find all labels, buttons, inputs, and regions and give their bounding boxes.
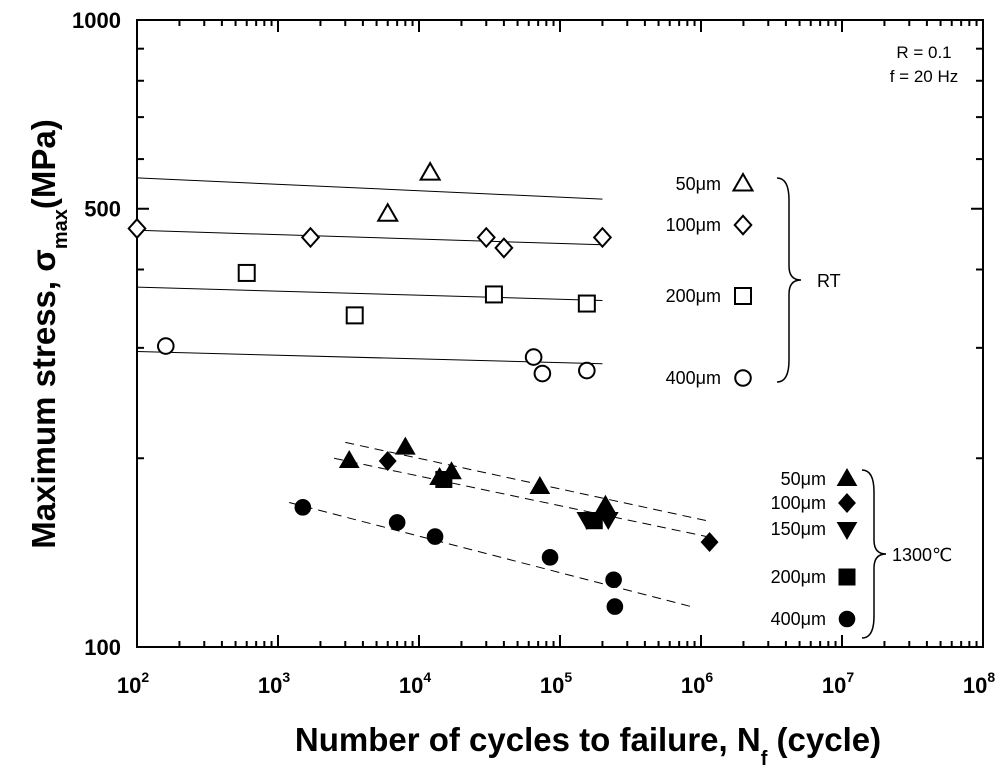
tick-labels: 102 103 104 105 106 107 108 100 500 1000 — [72, 8, 995, 698]
data-point-1300-150-m-triangle-down — [597, 512, 619, 531]
fit-line-rt-200-m-square — [136, 286, 603, 301]
y-tick-label: 1000 — [72, 8, 121, 33]
x-tick-label: 104 — [399, 669, 431, 698]
y-axis-title: Maximum stress, σmax(MPa) — [25, 119, 72, 548]
data-markers — [127, 161, 719, 615]
data-point-rt-50-m-triangle — [376, 202, 399, 222]
y-axis-title-main: Maximum stress, σ — [25, 249, 62, 549]
data-point-1300-400-m-circle — [541, 549, 559, 566]
y-tick-label: 500 — [84, 197, 121, 222]
legend-marker — [734, 287, 752, 305]
data-point-rt-200-m-square — [484, 285, 503, 304]
data-point-1300-100-m-diamond — [700, 532, 719, 553]
data-point-rt-400-m-circle — [156, 337, 175, 355]
legend-label: 100μm — [771, 493, 826, 513]
fit-line-1300-400-m-circle — [289, 502, 692, 608]
legend-marker — [838, 493, 856, 513]
data-point-rt-100-m-diamond — [300, 226, 321, 249]
data-point-rt-400-m-circle — [578, 361, 596, 380]
group-label-1300c: 1300℃ — [892, 545, 952, 565]
data-point-1300-50-m-triangle — [338, 449, 360, 468]
y-tick-label: 100 — [84, 635, 121, 660]
fit-line-rt-400-m-circle — [136, 351, 603, 365]
legend-marker — [838, 610, 856, 628]
legend-marker — [734, 369, 752, 387]
data-point-rt-400-m-circle — [533, 364, 552, 383]
axis-ticks — [136, 19, 984, 648]
data-point-rt-100-m-diamond — [494, 237, 514, 259]
data-point-rt-100-m-diamond — [592, 226, 613, 249]
legend-marker — [731, 171, 755, 192]
fit-lines — [136, 177, 707, 608]
data-point-rt-100-m-diamond — [127, 217, 147, 240]
x-axis-title-main: Number of cycles to failure, N — [295, 721, 761, 758]
data-point-rt-100-m-diamond — [476, 226, 496, 249]
legend-label: 150μm — [771, 519, 826, 539]
legend-label: 50μm — [781, 469, 826, 489]
fit-line-1300-50-m-triangle — [345, 441, 707, 522]
group-brace — [861, 469, 887, 639]
x-axis-title-tail: (cycle) — [767, 721, 881, 758]
data-point-1300-50-m-triangle — [394, 436, 416, 455]
data-point-1300-200-m-square — [435, 470, 453, 488]
annotation-frequency: f = 20 Hz — [890, 67, 959, 86]
legend-marker — [836, 522, 858, 541]
plot-frame — [136, 19, 984, 648]
legend: 50μm 100μm 200μm 400μm 50μm 100μm 150μm 200μm 40… — [666, 171, 858, 629]
legend-label: 400μm — [666, 368, 721, 388]
data-point-rt-200-m-square — [237, 263, 256, 282]
x-tick-label: 107 — [822, 669, 854, 698]
x-tick-label: 102 — [117, 669, 149, 698]
legend-label: 400μm — [771, 609, 826, 629]
x-tick-label: 106 — [681, 669, 713, 698]
y-axis-title-tail: (MPa) — [25, 119, 62, 209]
data-point-rt-400-m-circle — [524, 348, 543, 366]
x-axis-title-sub: f — [761, 748, 768, 770]
x-tick-label: 103 — [258, 669, 290, 698]
group-brackets: RT 1300℃ — [776, 177, 952, 639]
data-point-1300-200-m-square — [585, 512, 603, 530]
data-point-1300-400-m-circle — [294, 499, 312, 516]
data-point-1300-50-m-triangle — [529, 475, 551, 494]
fit-line-rt-50-m-triangle — [136, 177, 603, 200]
x-tick-label: 108 — [963, 669, 995, 698]
data-point-1300-400-m-circle — [605, 571, 622, 589]
legend-marker — [838, 568, 856, 586]
data-point-rt-50-m-triangle — [418, 161, 442, 181]
y-axis-title-sub: max — [50, 209, 72, 249]
group-brace — [776, 177, 802, 383]
data-point-1300-400-m-circle — [606, 598, 624, 615]
data-point-rt-200-m-square — [345, 306, 364, 325]
data-point-rt-200-m-square — [577, 294, 596, 313]
group-label-rt: RT — [817, 271, 841, 291]
legend-label: 200μm — [666, 286, 721, 306]
fit-line-rt-100-m-diamond — [136, 229, 603, 246]
legend-marker — [836, 467, 858, 486]
data-point-1300-400-m-circle — [426, 528, 444, 545]
legend-label: 100μm — [666, 215, 721, 235]
legend-label: 200μm — [771, 567, 826, 587]
x-axis-title: Number of cycles to failure, Nf (cycle) — [295, 721, 881, 770]
fit-line-1300-100-m-diamond — [334, 457, 707, 538]
data-point-1300-400-m-circle — [388, 514, 406, 531]
annotation-ratio: R = 0.1 — [896, 43, 951, 62]
x-tick-label: 105 — [540, 669, 572, 698]
data-point-1300-50-m-triangle — [595, 494, 616, 513]
legend-label: 50μm — [676, 174, 721, 194]
legend-marker — [733, 214, 753, 236]
data-point-1300-100-m-diamond — [378, 451, 397, 471]
